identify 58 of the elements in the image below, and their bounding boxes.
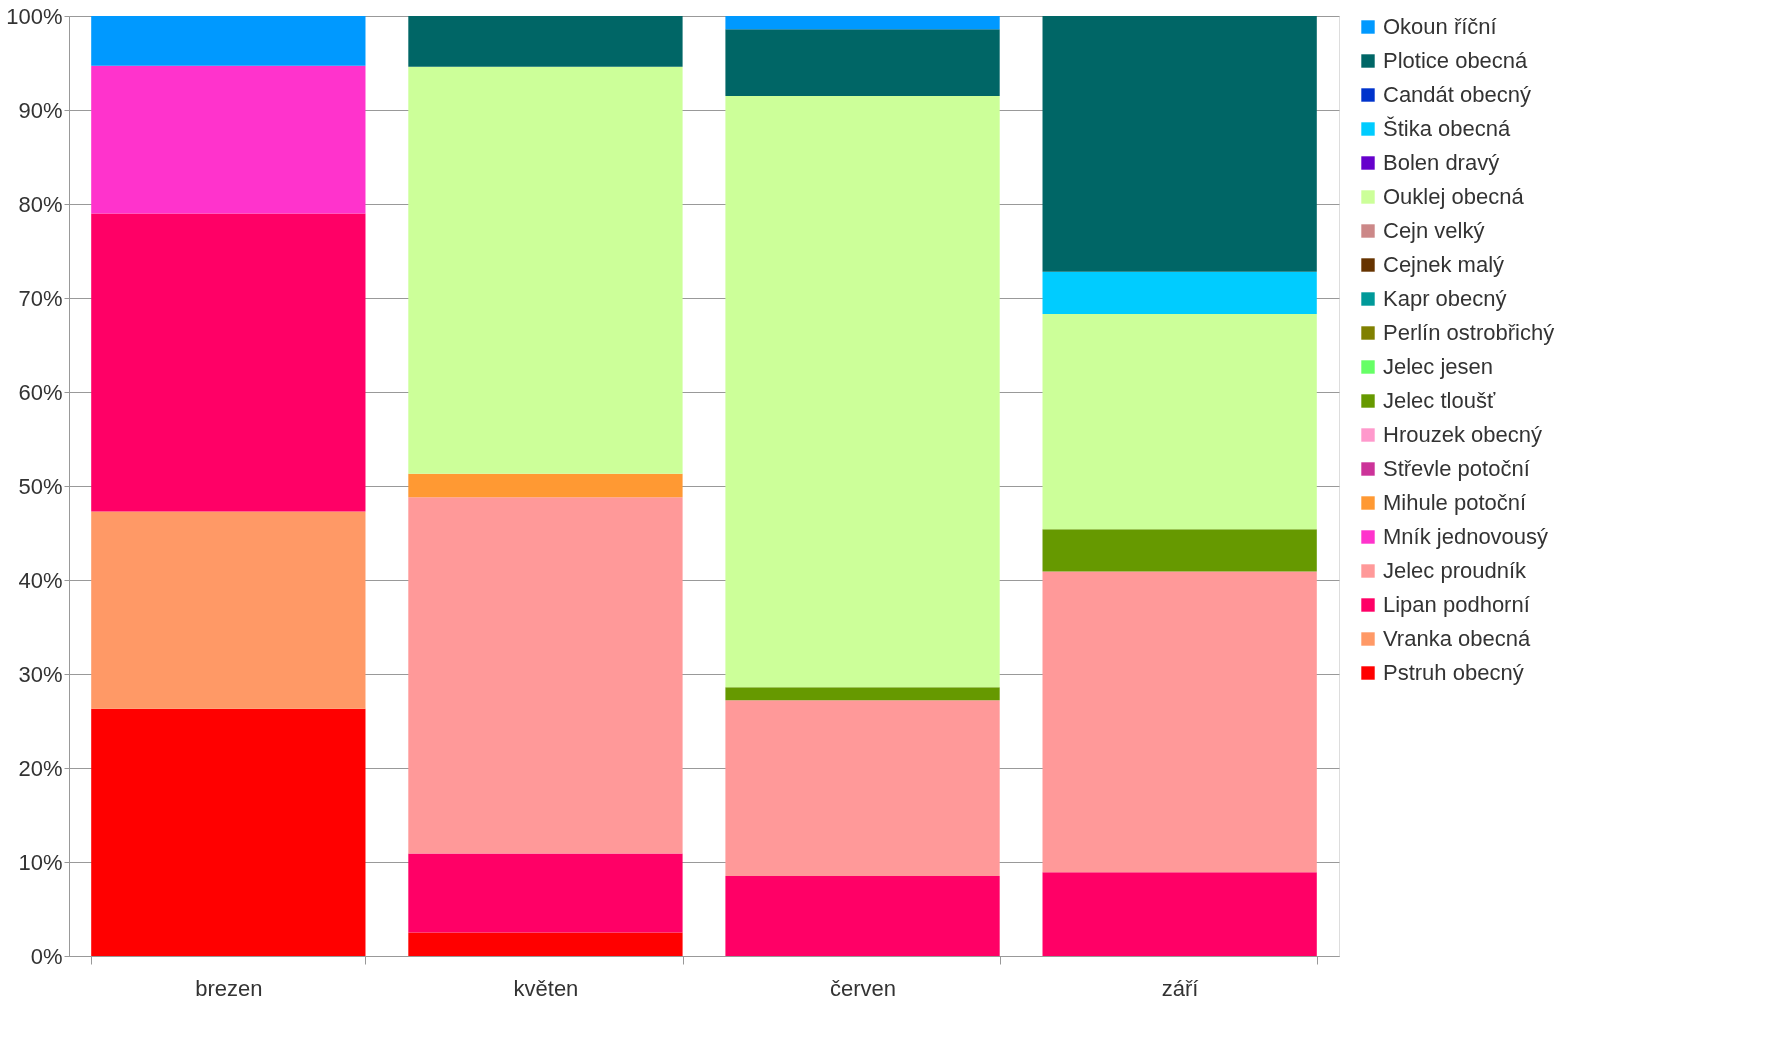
- y-tick-label: 10%: [18, 849, 63, 875]
- y-tick-label: 80%: [18, 191, 63, 217]
- legend-label: Kapr obecný: [1383, 286, 1507, 311]
- legend-label: Vranka obecná: [1383, 626, 1531, 651]
- legend-label: Mník jednovousý: [1383, 524, 1549, 549]
- legend-label: Plotice obecná: [1383, 48, 1529, 73]
- y-tick-label: 30%: [18, 661, 63, 687]
- legend-label: Bolen dravý: [1383, 150, 1500, 175]
- legend-label: Pstruh obecný: [1383, 660, 1524, 685]
- y-tick-label: 90%: [18, 97, 63, 123]
- bar: [725, 687, 1000, 701]
- y-tick-label: 70%: [18, 285, 63, 311]
- bar: [91, 213, 366, 512]
- y-tick-label: 50%: [18, 473, 63, 499]
- y-tick-label: 100%: [6, 3, 63, 29]
- legend-label: Jelec tloušť: [1383, 388, 1496, 413]
- y-tick-label: 20%: [18, 755, 63, 781]
- bar: [91, 65, 366, 214]
- bar: [91, 511, 366, 709]
- bar: [91, 16, 366, 66]
- bar: [1042, 571, 1317, 873]
- bar: [408, 473, 683, 498]
- legend-label: Jelec proudník: [1383, 558, 1528, 583]
- y-tick-label: 0%: [30, 943, 63, 969]
- bar: [408, 497, 683, 854]
- bar: [1042, 872, 1317, 956]
- legend-label: Mihule potoční: [1383, 490, 1527, 515]
- bar: [725, 700, 1000, 877]
- bar: [1042, 313, 1317, 530]
- bar: [408, 16, 683, 67]
- x-tick-label: červen: [830, 975, 897, 1001]
- legend-label: Perlín ostrobřichý: [1383, 320, 1555, 345]
- x-tick-label: září: [1161, 975, 1199, 1001]
- legend-label: Ouklej obecná: [1383, 184, 1525, 209]
- bar: [1042, 529, 1317, 572]
- x-tick-label: brezen: [195, 975, 263, 1001]
- legend-label: Okoun říční: [1383, 14, 1497, 39]
- bar: [408, 853, 683, 933]
- x-tick-label: květen: [513, 975, 579, 1001]
- legend-label: Hrouzek obecný: [1383, 422, 1542, 447]
- y-tick-label: 60%: [18, 379, 63, 405]
- bar: [1042, 16, 1317, 272]
- bar: [725, 16, 1000, 30]
- bar: [725, 95, 1000, 688]
- legend-label: Jelec jesen: [1383, 354, 1494, 379]
- bar: [1042, 271, 1317, 314]
- legend-label: Cejnek malý: [1383, 252, 1505, 277]
- bar: [725, 29, 1000, 96]
- y-tick-label: 40%: [18, 567, 63, 593]
- legend-label: Lipan podhorní: [1383, 592, 1530, 617]
- legend-label: Cejn velký: [1383, 218, 1485, 243]
- bar: [91, 708, 366, 956]
- legend-label: Candát obecný: [1383, 82, 1531, 107]
- legend-label: Štika obecná: [1383, 116, 1511, 141]
- bar: [408, 932, 683, 956]
- bar: [408, 66, 683, 474]
- legend-label: Střevle potoční: [1383, 456, 1530, 481]
- bar: [725, 876, 1000, 956]
